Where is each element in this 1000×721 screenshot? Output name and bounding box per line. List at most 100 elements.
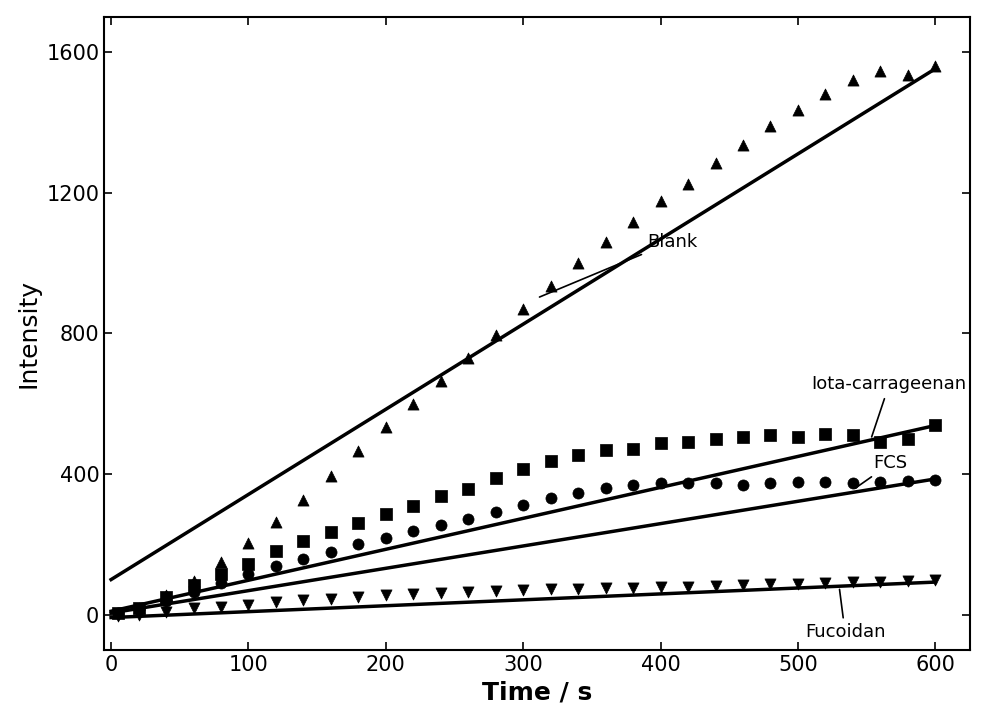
Point (268, 560, 284, 572)
Point (570, 583, 586, 595)
X-axis label: Time / s: Time / s (482, 681, 592, 704)
Point (790, 431, 806, 443)
Point (378, 532, 394, 544)
Point (845, 577, 861, 588)
Point (570, 257, 586, 269)
Point (405, 588, 421, 600)
Point (708, 580, 724, 592)
Y-axis label: Intensity: Intensity (17, 279, 41, 388)
Point (927, 60, 943, 71)
Point (790, 578, 806, 590)
Point (653, 582, 669, 593)
Point (131, 610, 147, 622)
Point (323, 547, 339, 558)
Point (460, 352, 476, 363)
Point (845, 477, 861, 489)
Point (653, 438, 669, 449)
Text: Iota-carrageenan: Iota-carrageenan (812, 376, 967, 437)
Point (323, 470, 339, 482)
Point (378, 421, 394, 433)
Point (680, 178, 696, 190)
Point (405, 525, 421, 536)
Point (131, 602, 147, 614)
Point (872, 437, 888, 448)
Point (405, 398, 421, 410)
Point (845, 74, 861, 86)
Point (927, 575, 943, 586)
Point (708, 433, 724, 445)
Point (817, 88, 833, 99)
Point (110, 607, 126, 619)
Point (295, 594, 311, 606)
Point (268, 516, 284, 527)
Point (598, 583, 614, 594)
Point (433, 587, 449, 598)
Point (872, 476, 888, 487)
Point (762, 120, 778, 131)
Point (158, 591, 174, 603)
Point (625, 479, 641, 491)
Text: Blank: Blank (540, 233, 697, 297)
Point (900, 475, 916, 487)
Point (460, 483, 476, 495)
Point (598, 482, 614, 494)
Point (405, 500, 421, 512)
Point (708, 157, 724, 169)
Point (488, 472, 504, 483)
Point (900, 69, 916, 81)
Point (735, 479, 751, 490)
Point (186, 579, 202, 590)
Point (110, 611, 126, 622)
Point (543, 280, 559, 291)
Point (543, 492, 559, 504)
Point (213, 556, 229, 567)
Point (570, 449, 586, 461)
Point (845, 430, 861, 441)
Point (762, 430, 778, 441)
Point (323, 526, 339, 538)
Point (350, 446, 366, 457)
Point (240, 599, 256, 611)
Point (240, 558, 256, 570)
Point (213, 569, 229, 580)
Point (817, 428, 833, 439)
Point (186, 575, 202, 587)
Point (543, 583, 559, 595)
Point (927, 419, 943, 430)
Point (295, 535, 311, 547)
Point (268, 596, 284, 608)
Text: FCS: FCS (855, 454, 908, 488)
Point (515, 303, 531, 314)
Point (433, 519, 449, 531)
Point (240, 569, 256, 580)
Point (735, 580, 751, 591)
Point (708, 477, 724, 489)
Point (762, 477, 778, 489)
Point (680, 581, 696, 593)
Point (872, 66, 888, 77)
Point (515, 584, 531, 596)
Point (790, 476, 806, 487)
Point (653, 477, 669, 489)
Point (295, 495, 311, 506)
Point (653, 195, 669, 207)
Point (598, 444, 614, 456)
Point (131, 602, 147, 614)
Point (900, 575, 916, 587)
Point (433, 375, 449, 386)
Point (268, 546, 284, 557)
Point (488, 506, 504, 518)
Point (900, 433, 916, 445)
Point (378, 590, 394, 601)
Point (295, 554, 311, 565)
Point (350, 539, 366, 550)
Point (790, 104, 806, 115)
Point (598, 236, 614, 247)
Point (488, 585, 504, 596)
Point (735, 431, 751, 443)
Point (131, 603, 147, 615)
Text: Fucoidan: Fucoidan (805, 589, 885, 641)
Point (817, 578, 833, 589)
Point (680, 477, 696, 489)
Point (186, 586, 202, 598)
